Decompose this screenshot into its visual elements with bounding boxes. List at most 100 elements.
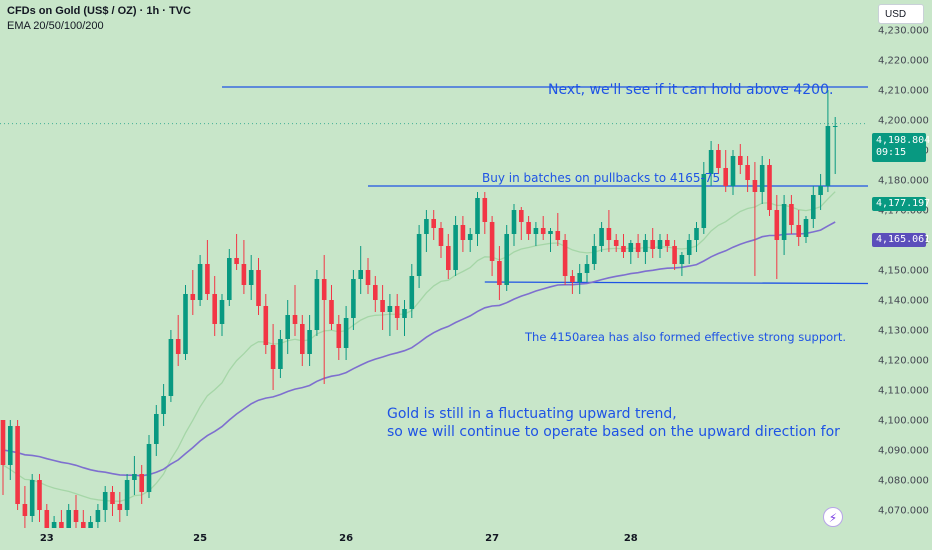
candle [548, 228, 553, 252]
candle-body [818, 186, 823, 195]
candle [154, 405, 159, 456]
candle-body [708, 150, 714, 174]
candle [161, 384, 166, 426]
candle-body [497, 261, 502, 285]
candle-body [8, 426, 13, 465]
candle-body [431, 219, 436, 228]
candle-body [44, 510, 50, 534]
indicator-legend[interactable]: EMA 20/50/100/200 [7, 20, 104, 32]
candle [628, 240, 634, 264]
candle [248, 255, 254, 300]
candle [139, 465, 144, 504]
candle-body [621, 246, 626, 252]
candle-body [227, 258, 232, 300]
candle [453, 216, 458, 276]
candle-body [803, 219, 809, 237]
candle-body [438, 228, 444, 246]
price-tick-label: 4,170.000 [878, 206, 929, 217]
candle [635, 234, 641, 258]
price-tick-label: 4,230.000 [878, 26, 929, 37]
candle-body [380, 300, 385, 312]
candle-body [15, 426, 20, 504]
price-tick-label: 4,210.000 [878, 86, 929, 97]
candle-body [59, 522, 64, 528]
candle [278, 330, 283, 378]
price-axis[interactable]: 4,070.000 4,080.000 4,090.000 4,100.000 4,11… [868, 0, 932, 550]
price-tick-label: 4,220.000 [878, 56, 929, 67]
candle [307, 315, 312, 366]
price-tick-label: 4,120.000 [878, 356, 929, 367]
candle-body [628, 243, 634, 252]
candle-body [139, 474, 144, 492]
candle [292, 285, 298, 336]
candle-body [161, 396, 166, 414]
candle [380, 285, 385, 330]
candle-body [767, 165, 772, 210]
candle [555, 213, 561, 246]
candle [796, 210, 801, 246]
candle [774, 195, 780, 279]
candle [409, 264, 415, 318]
candle [738, 144, 743, 174]
candle [767, 159, 772, 216]
candle [117, 492, 123, 522]
candle [37, 474, 42, 522]
candle-body [307, 330, 312, 354]
candle-body [635, 243, 641, 252]
candle [241, 240, 247, 294]
candle-body [482, 198, 488, 222]
candle-body [300, 324, 305, 354]
ema-fast-price-tag: 4,177.197 [872, 197, 930, 211]
candle [562, 234, 568, 285]
candle [803, 216, 809, 243]
candle [73, 495, 79, 528]
candle [730, 150, 736, 195]
candle-body [592, 246, 597, 264]
lightning-icon[interactable]: ⚡ [823, 507, 843, 527]
price-tick-label: 4,080.000 [878, 476, 929, 487]
currency-button[interactable]: USD [878, 4, 924, 24]
candle [643, 234, 648, 264]
candle [694, 222, 699, 252]
candle-body [73, 510, 79, 522]
candle-body [606, 228, 612, 240]
price-tick-label: 4,110.000 [878, 386, 929, 397]
candle [358, 246, 363, 294]
candle [15, 420, 20, 510]
candle-body [416, 234, 422, 276]
candle-body [467, 234, 473, 240]
candle-body [336, 324, 342, 348]
candle [146, 435, 152, 498]
candle-body [511, 210, 517, 234]
candle-body [686, 240, 692, 255]
candle-body [321, 279, 327, 300]
symbol-title[interactable]: CFDs on Gold (US$ / OZ) · 1h · TVC [7, 5, 191, 17]
candle [716, 144, 721, 174]
time-tick-label: 26 [339, 533, 353, 544]
candle-body [774, 210, 780, 240]
candle-body [234, 258, 239, 264]
candle-body [796, 225, 801, 237]
candle-body [132, 474, 137, 480]
candle [599, 222, 604, 252]
candle-body [205, 264, 210, 294]
candle-body [409, 276, 415, 309]
candle-body [256, 270, 261, 306]
annotation-trend: Gold is still in a fluctuating upward tr… [387, 405, 840, 441]
candle [475, 192, 480, 246]
candle [8, 420, 13, 480]
time-axis[interactable]: 23 25 26 27 28 [0, 528, 932, 550]
candle [818, 174, 823, 210]
candle [672, 240, 677, 270]
candle-body [789, 204, 794, 225]
candle-body [672, 246, 677, 264]
candle [679, 252, 685, 276]
candle-body [424, 219, 429, 234]
candle [657, 234, 663, 258]
candle-body [241, 264, 247, 285]
candle-body [387, 306, 393, 312]
price-tick-label: 4,100.000 [878, 416, 929, 427]
candle-body [577, 273, 582, 282]
